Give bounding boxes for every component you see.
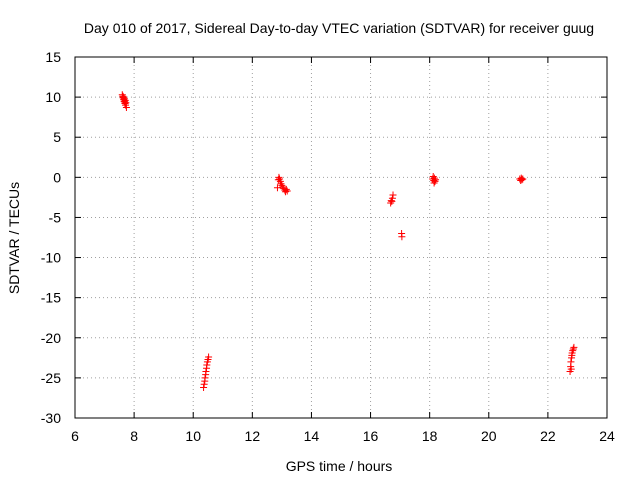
data-point <box>282 185 290 193</box>
ticks <box>74 56 608 419</box>
y-tick-label: -20 <box>41 330 61 346</box>
data-point <box>388 194 396 202</box>
x-axis-label: GPS time / hours <box>286 458 393 474</box>
data-point <box>570 343 578 351</box>
data-point <box>431 177 439 185</box>
x-tick-label: 12 <box>245 428 261 444</box>
y-tick-label: -25 <box>41 370 61 386</box>
data-point <box>389 191 397 199</box>
y-tick-label: 15 <box>45 49 61 65</box>
grid <box>75 57 607 418</box>
x-tick-label: 8 <box>130 428 138 444</box>
y-tick-label: 5 <box>53 129 61 145</box>
data-point <box>283 187 291 195</box>
x-tick-label: 22 <box>540 428 556 444</box>
data-point <box>200 380 208 388</box>
y-axis-label: SDTVAR / TECUs <box>6 182 22 294</box>
x-tick-label: 10 <box>185 428 201 444</box>
x-tick-label: 20 <box>481 428 497 444</box>
y-tick-label: -5 <box>49 209 62 225</box>
data-point <box>432 176 440 184</box>
data-point <box>398 233 406 241</box>
data-point <box>569 347 577 355</box>
data-point <box>567 365 575 373</box>
x-tick-labels: 6 8 10 12 14 16 18 20 22 24 <box>71 428 615 444</box>
x-tick-label: 6 <box>71 428 79 444</box>
data-point <box>430 174 438 182</box>
chart-title: Day 010 of 2017, Sidereal Day-to-day VTE… <box>84 20 594 36</box>
data-point <box>122 99 130 107</box>
x-tick-label: 16 <box>363 428 379 444</box>
plot-frame <box>74 56 608 419</box>
y-tick-label: -15 <box>41 290 61 306</box>
y-tick-label: 0 <box>53 169 61 185</box>
data-point <box>519 175 527 183</box>
data-point <box>122 104 130 112</box>
x-tick-label: 18 <box>422 428 438 444</box>
y-tick-labels: 15 10 5 0 -5 -10 -15 -20 -25 -30 <box>41 49 61 426</box>
data-point <box>275 173 283 181</box>
data-point <box>202 367 210 375</box>
y-tick-label: 10 <box>45 89 61 105</box>
data-point <box>388 197 396 205</box>
data-point <box>278 181 286 189</box>
x-tick-label: 14 <box>304 428 320 444</box>
data-point <box>201 374 209 382</box>
data-points <box>118 91 578 392</box>
data-point <box>203 361 211 369</box>
data-point <box>205 353 213 361</box>
data-point <box>200 384 208 392</box>
data-point <box>517 174 525 182</box>
data-point <box>277 180 285 188</box>
x-tick-label: 24 <box>599 428 615 444</box>
data-point <box>518 176 526 184</box>
y-tick-label: -10 <box>41 250 61 266</box>
data-point <box>567 358 575 366</box>
data-point <box>273 184 281 192</box>
data-point <box>569 345 577 353</box>
y-tick-label: -30 <box>41 410 61 426</box>
